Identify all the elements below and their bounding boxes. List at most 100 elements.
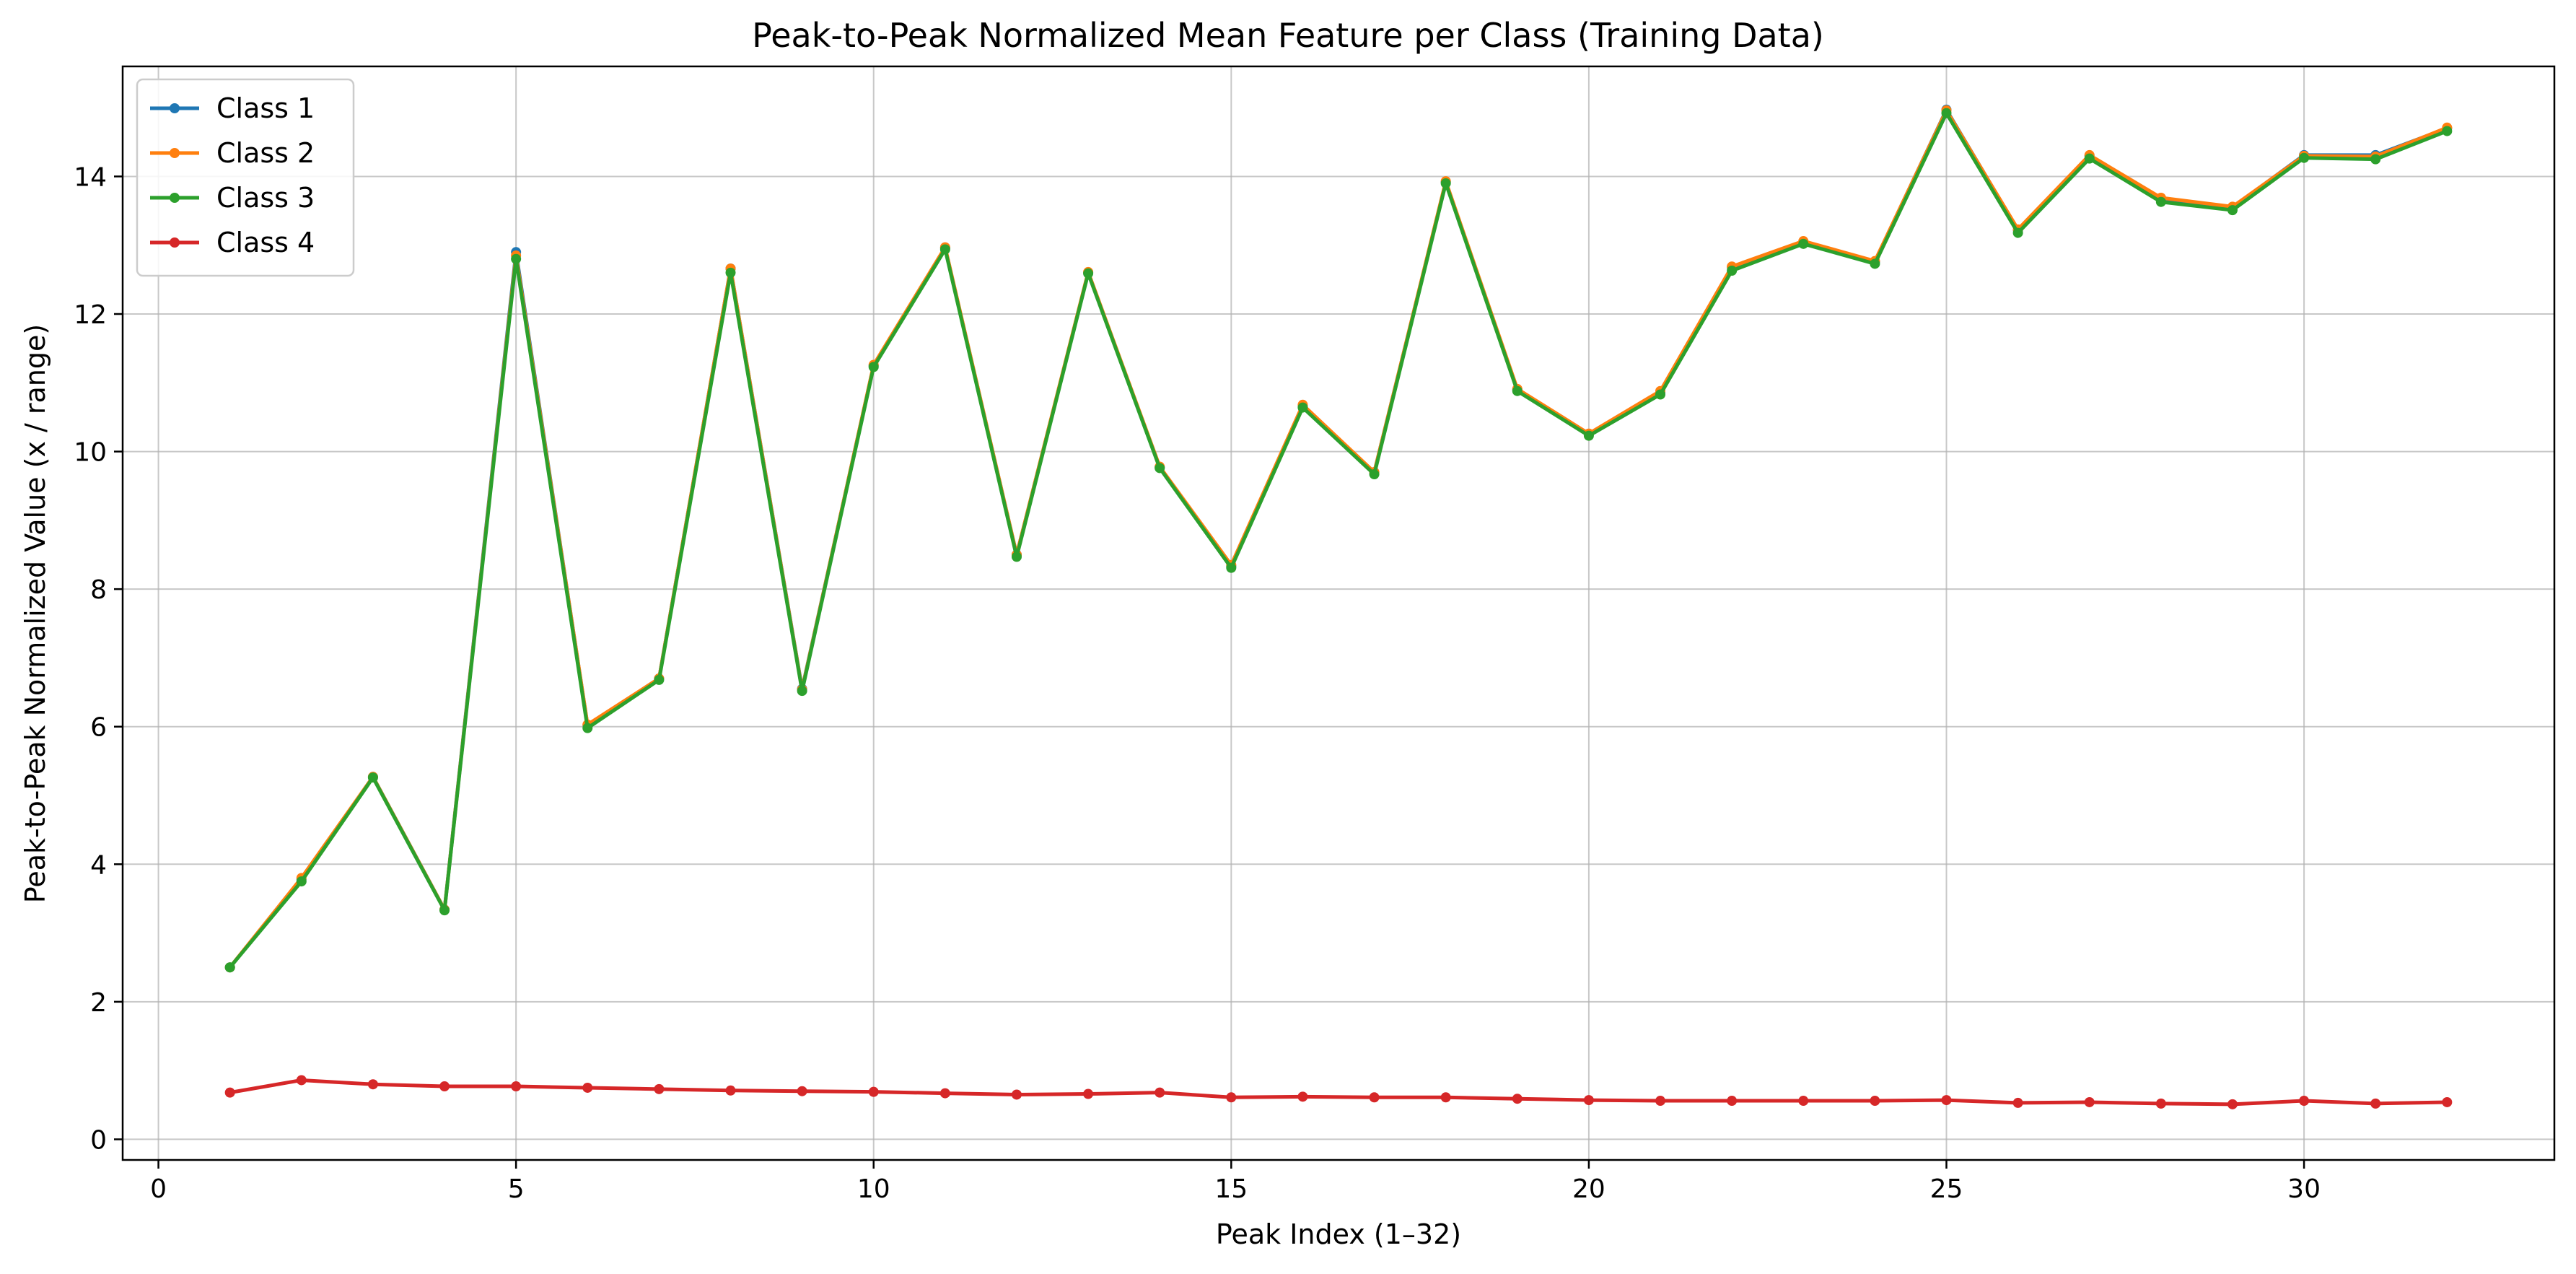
- data-point: [1155, 463, 1165, 474]
- y-tick-label: 2: [90, 988, 107, 1018]
- data-point: [1941, 1095, 1952, 1106]
- data-point: [2370, 1098, 2381, 1109]
- data-point: [1011, 1089, 1022, 1100]
- data-point: [2227, 1099, 2238, 1109]
- data-point: [1655, 1096, 1666, 1107]
- data-point: [1226, 1092, 1237, 1103]
- legend-label: Class 2: [216, 137, 315, 169]
- legend-swatch-marker: [170, 237, 180, 248]
- x-tick-label: 20: [1572, 1174, 1605, 1204]
- plot-frame: [121, 65, 2556, 1161]
- data-point: [1583, 1095, 1594, 1106]
- data-point: [725, 267, 736, 278]
- y-tick-label: 10: [74, 438, 107, 468]
- data-point: [2012, 1097, 2023, 1108]
- data-point: [939, 1088, 950, 1099]
- data-point: [1440, 178, 1451, 188]
- data-point: [2155, 1098, 2166, 1109]
- y-tick-label: 14: [74, 162, 107, 192]
- data-point: [2442, 1096, 2453, 1107]
- data-point: [1798, 238, 1809, 249]
- data-point: [1512, 385, 1523, 396]
- legend-swatch-marker: [170, 148, 180, 158]
- data-point: [367, 772, 378, 783]
- data-point: [296, 1075, 307, 1086]
- data-point: [1083, 1088, 1094, 1099]
- data-point: [1226, 562, 1237, 573]
- x-tick-label: 10: [857, 1174, 890, 1204]
- grid-lines: [123, 66, 2554, 1160]
- y-axis-label: Peak-to-Peak Normalized Value (x / range…: [19, 324, 51, 903]
- data-point: [654, 674, 665, 685]
- y-tick-label: 4: [90, 850, 107, 880]
- legend-box: [136, 78, 355, 277]
- data-point: [1369, 469, 1380, 480]
- data-point: [2012, 227, 2023, 238]
- data-point: [868, 362, 879, 372]
- data-point: [797, 686, 807, 697]
- data-point: [1583, 430, 1594, 441]
- data-point: [2227, 205, 2238, 216]
- data-point: [2299, 152, 2310, 163]
- data-point: [224, 962, 235, 973]
- series-line: [228, 1078, 2449, 1107]
- data-point: [367, 1079, 378, 1090]
- series-3: [224, 108, 2453, 973]
- data-point: [868, 1086, 879, 1097]
- legend-swatch-marker: [170, 193, 180, 203]
- data-point: [939, 244, 950, 255]
- x-tick-label: 0: [150, 1174, 167, 1204]
- y-tick-label: 6: [90, 713, 107, 743]
- data-point: [1369, 1092, 1380, 1103]
- x-tick-label: 25: [1930, 1174, 1963, 1204]
- data-point: [1297, 1091, 1308, 1102]
- data-point: [582, 1082, 593, 1093]
- y-tick-label: 0: [90, 1125, 107, 1155]
- data-point: [2370, 154, 2381, 165]
- data-point: [1512, 1094, 1523, 1104]
- data-point: [1297, 402, 1308, 413]
- legend-swatch-marker: [170, 103, 180, 113]
- data-point: [1727, 265, 1738, 276]
- data-point: [654, 1083, 665, 1094]
- y-tick-label: 8: [90, 575, 107, 605]
- data-point: [439, 905, 450, 916]
- data-point: [1727, 1096, 1738, 1107]
- data-point: [1798, 1096, 1809, 1107]
- data-point: [725, 1085, 736, 1096]
- data-point: [439, 1081, 450, 1092]
- axis-ticks: 0 5 10 15 20 25 30 0 2 4 6 8 10 12 14: [74, 162, 2321, 1204]
- data-point: [511, 253, 522, 264]
- data-point: [2084, 153, 2095, 164]
- data-point: [1941, 108, 1952, 118]
- data-point: [296, 876, 307, 887]
- data-point: [1083, 268, 1094, 279]
- data-point: [511, 1081, 522, 1092]
- legend-label: Class 4: [216, 227, 315, 258]
- data-point: [582, 723, 593, 733]
- x-tick-label: 30: [2287, 1174, 2321, 1204]
- legend-label: Class 3: [216, 182, 315, 214]
- data-point: [2442, 126, 2453, 136]
- y-tick-label: 12: [74, 300, 107, 330]
- data-point: [2155, 196, 2166, 207]
- x-tick-label: 5: [508, 1174, 525, 1204]
- series-4: [224, 1075, 2453, 1109]
- data-point: [1440, 1092, 1451, 1103]
- x-axis-label: Peak Index (1–32): [1216, 1218, 1461, 1250]
- legend: Class 1 Class 2 Class 3 Class 4: [136, 78, 355, 277]
- data-point: [1870, 258, 1880, 269]
- data-point: [224, 1087, 235, 1098]
- data-point: [1011, 551, 1022, 562]
- data-point: [2084, 1096, 2095, 1107]
- data-point: [1155, 1087, 1165, 1098]
- x-tick-label: 15: [1214, 1174, 1248, 1204]
- series-layer: [224, 105, 2453, 1109]
- chart-title: Peak-to-Peak Normalized Mean Feature per…: [752, 16, 1824, 55]
- data-point: [797, 1086, 807, 1096]
- legend-label: Class 1: [216, 92, 315, 124]
- data-point: [1870, 1096, 1880, 1107]
- series-line: [228, 111, 2449, 969]
